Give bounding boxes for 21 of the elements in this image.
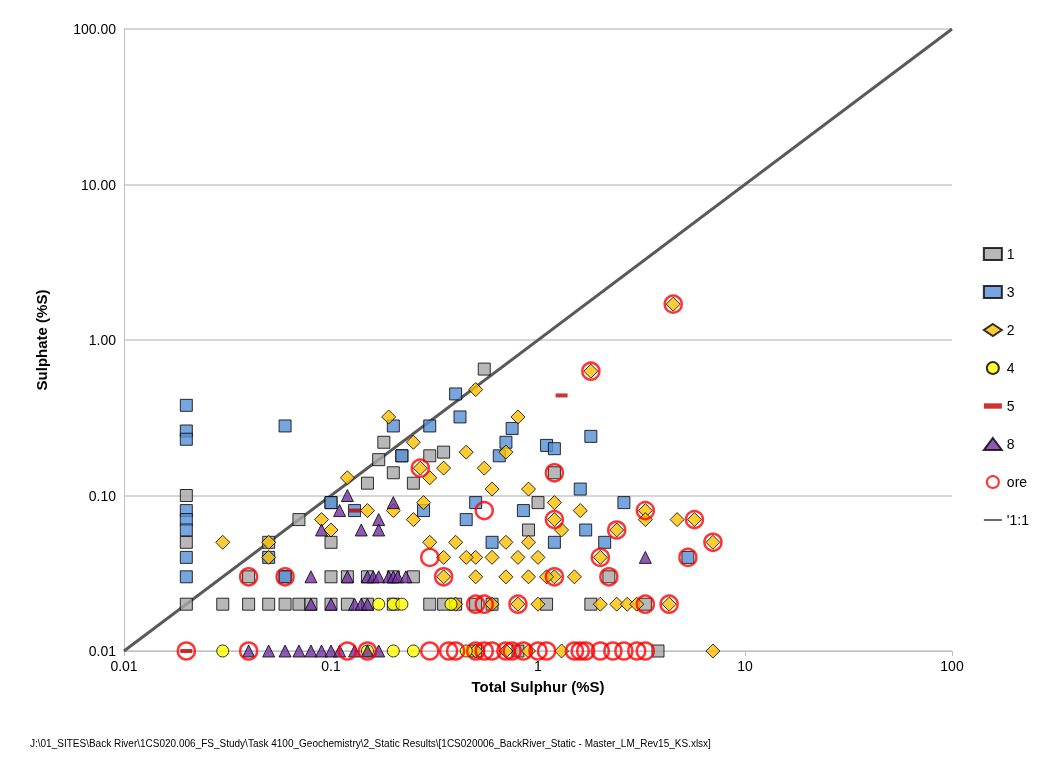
x-tick-label: 0.1 [321,658,341,674]
legend-label: '1:1 [1006,512,1030,528]
y-axis-title: Sulphate (%S) [33,289,50,391]
x-tick-label: 1 [534,658,543,674]
legend-label: 4 [1006,360,1015,376]
text: J:\01_SITES\Back River\1CS020.006_FS_Study\Task 4100_Geochemistry\2_Static Results\[1CS020006_BackRiver_Static - Master_LM_Rev15_KS.xlsx] [30,737,712,749]
legend-label: 5 [1006,398,1015,414]
legend-label: 3 [1006,284,1015,300]
legend-label: 8 [1006,436,1015,452]
x-tick-label: 100 [940,658,964,674]
legend-label: ore [1006,474,1028,490]
x-tick-label: 10 [737,658,753,674]
y-tick-label: 0.01 [88,643,117,659]
y-tick-label: 0.10 [88,487,117,504]
y-tick-label: 1.00 [88,332,117,348]
legend-label: 1 [1006,246,1015,262]
x-tick-label: 0.01 [110,658,138,674]
y-tick-label: 100.00 [73,21,117,37]
x-axis-title: Total Sulphur (%S) [471,678,605,695]
legend-label: 2 [1006,322,1015,338]
y-tick-label: 10.00 [80,176,117,193]
